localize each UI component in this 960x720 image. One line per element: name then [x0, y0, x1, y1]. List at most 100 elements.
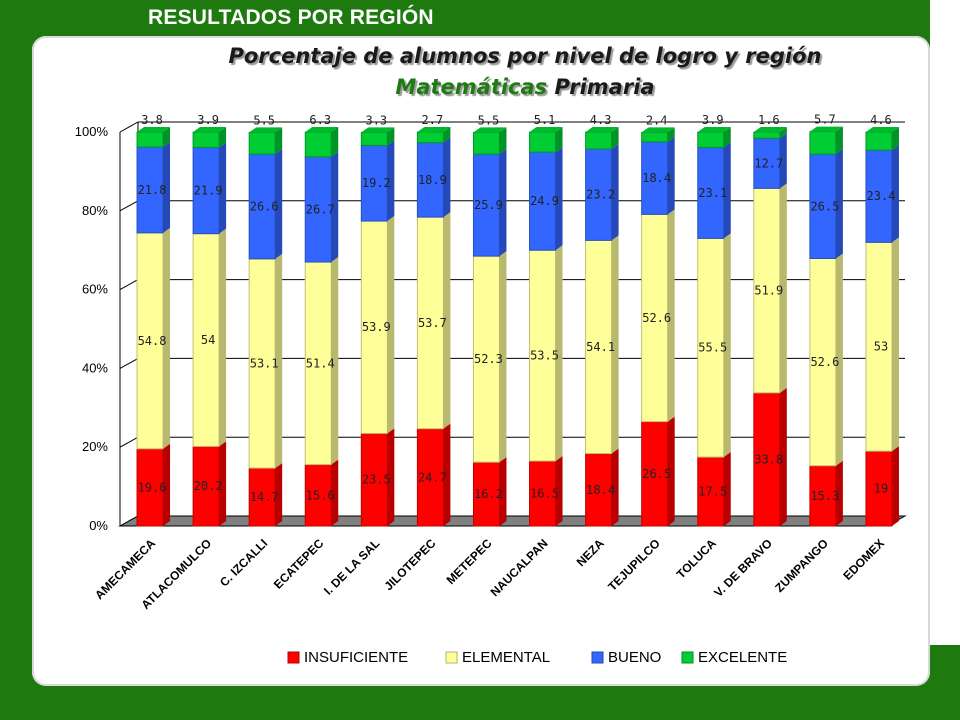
bar-side-excelente — [275, 127, 283, 155]
data-label-insuficiente: 16.2 — [474, 487, 503, 501]
bar-side-elemental — [275, 253, 283, 469]
bar-side-insuficiente — [387, 428, 395, 526]
data-label-elemental: 53 — [874, 340, 888, 354]
data-label-insuficiente: 19.6 — [138, 480, 167, 494]
bar-side-excelente — [443, 127, 451, 143]
bar-side-bueno — [331, 151, 339, 263]
bar-segment-excelente — [865, 131, 893, 151]
bar-segment-insuficiente — [641, 421, 669, 527]
data-label-insuficiente: 19 — [874, 482, 888, 496]
bar-segment-excelente — [472, 131, 500, 155]
data-label-bueno: 18.9 — [418, 173, 447, 187]
data-label-excelente: 1.6 — [758, 113, 780, 127]
data-label-excelente: 5.5 — [478, 113, 500, 127]
data-label-elemental: 51.4 — [306, 356, 335, 370]
bar-side-elemental — [387, 216, 395, 434]
legend-label-bueno: BUENO — [608, 649, 661, 666]
y-tick-label: 100% — [75, 124, 109, 139]
legend-label-insuficiente: INSUFICIENTE — [304, 649, 408, 666]
header-band — [0, 0, 480, 34]
bar-segment-elemental — [529, 249, 557, 462]
data-label-excelente: 2.7 — [422, 113, 444, 127]
bar-segment-insuficiente — [360, 432, 388, 527]
data-label-insuficiente: 16.5 — [530, 486, 559, 500]
bar-segment-excelente — [360, 131, 388, 146]
bar-side-elemental — [555, 245, 563, 461]
bar-side-elemental — [891, 237, 899, 452]
data-label-insuficiente: 24.7 — [418, 470, 447, 484]
category-label: METEPEC — [444, 536, 495, 587]
bar-segment-bueno — [304, 156, 332, 263]
bar-side-elemental — [667, 209, 675, 422]
data-label-elemental: 52.3 — [474, 352, 503, 366]
bar-side-bueno — [163, 141, 171, 233]
bar-segment-bueno — [192, 146, 220, 235]
y-tick-label: 40% — [82, 360, 108, 375]
bar-segment-elemental — [304, 261, 332, 466]
bar-side-insuficiente — [555, 455, 563, 526]
data-label-elemental: 53.5 — [530, 349, 559, 363]
bar-segment-bueno — [248, 153, 276, 260]
category-label: TEJUPILCO — [605, 536, 663, 594]
bar-segment-insuficiente — [248, 467, 276, 527]
data-label-elemental: 53.9 — [362, 320, 391, 334]
data-label-excelente: 3.9 — [702, 113, 724, 127]
data-label-bueno: 26.5 — [810, 199, 839, 213]
gridline-depth — [119, 279, 139, 291]
bar-side-bueno — [723, 142, 731, 239]
data-label-bueno: 24.9 — [530, 194, 559, 208]
bar-side-elemental — [443, 212, 451, 429]
bar-top-excelente — [473, 127, 507, 133]
bar-segment-elemental — [192, 233, 220, 447]
data-label-excelente: 5.5 — [253, 113, 275, 127]
bar-segment-insuficiente — [809, 465, 837, 527]
category-label: V. DE BRAVO — [711, 536, 775, 600]
data-label-insuficiente: 33.8 — [754, 452, 783, 466]
bar-segment-bueno — [641, 141, 669, 215]
bar-segment-insuficiente — [753, 392, 781, 527]
bar-side-insuficiente — [499, 457, 507, 526]
category-label: C. IZCALLI — [217, 536, 270, 589]
bar-segment-elemental — [641, 213, 669, 423]
data-label-elemental: 51.9 — [754, 284, 783, 298]
bar-top-excelente — [305, 127, 339, 132]
data-label-bueno: 19.2 — [362, 176, 391, 190]
bar-side-insuficiente — [331, 459, 339, 526]
bar-side-excelente — [611, 127, 619, 149]
bar-side-bueno — [835, 149, 843, 259]
subtitle-subject: Matemáticas — [395, 75, 548, 99]
bar-segment-excelente — [192, 131, 220, 148]
category-label: ZUMPANGO — [772, 536, 831, 595]
data-label-bueno: 12.7 — [754, 156, 783, 170]
bar-side-elemental — [723, 233, 731, 458]
data-label-elemental: 55.5 — [698, 341, 727, 355]
data-label-bueno: 23.4 — [867, 189, 896, 203]
legend-swatch-excelente — [681, 651, 694, 664]
data-label-insuficiente: 18.4 — [586, 483, 615, 497]
data-label-bueno: 25.9 — [474, 198, 503, 212]
bar-side-bueno — [275, 149, 283, 259]
bar-side-elemental — [611, 235, 619, 454]
bar-top-excelente — [529, 127, 563, 132]
bar-top-excelente — [249, 127, 283, 133]
bar-side-insuficiente — [723, 452, 731, 526]
legend-swatch-elemental — [445, 651, 458, 664]
chart-floor — [118, 515, 907, 527]
gridline-depth — [119, 121, 139, 133]
data-label-excelente: 5.7 — [814, 113, 836, 127]
y-tick-label: 60% — [82, 282, 108, 297]
data-label-elemental: 53.7 — [418, 316, 447, 330]
bar-side-excelente — [555, 127, 563, 153]
gridline-depth — [119, 200, 139, 212]
bar-segment-bueno — [753, 137, 781, 189]
bar-side-insuficiente — [219, 441, 227, 526]
chart-title: Porcentaje de alumnos por nivel de logro… — [228, 44, 822, 68]
bar-side-elemental — [835, 253, 843, 466]
y-tick-label: 20% — [82, 439, 108, 454]
bar-segment-insuficiente — [192, 445, 220, 527]
data-label-bueno: 23.1 — [698, 186, 727, 200]
bar-side-insuficiente — [891, 446, 899, 526]
legend-label-excelente: EXCELENTE — [698, 649, 787, 666]
data-label-elemental: 54.8 — [138, 334, 167, 348]
bar-segment-insuficiente — [865, 450, 893, 527]
